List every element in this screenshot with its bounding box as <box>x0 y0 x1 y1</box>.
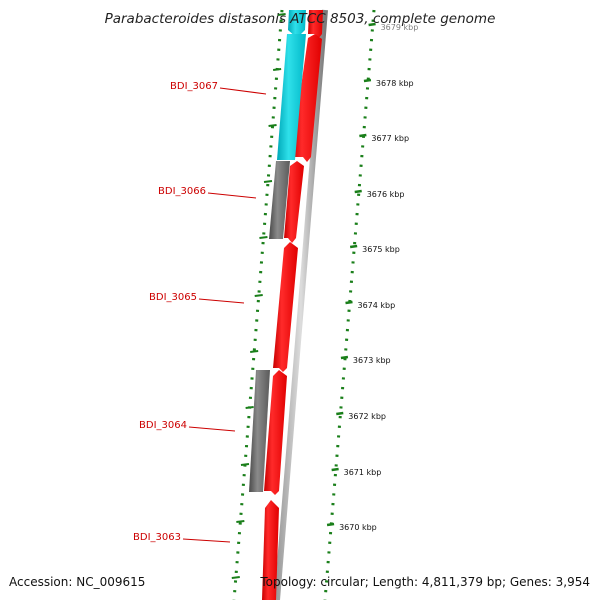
gene-labels: BDI_3067 BDI_3066 BDI_3065 BDI_3064 BDI_3063 <box>133 81 267 543</box>
gene-label: BDI_3067 <box>170 81 218 92</box>
inner-dotted-ring <box>232 9 284 600</box>
kbp-ticks: 3679 kbp 3678 kbp 3677 kbp 3676 kbp 3675 kbp… <box>326 22 419 532</box>
inner-ring-tick <box>259 236 268 239</box>
gene-label: BDI_3066 <box>158 186 206 197</box>
inner-ring-tick <box>236 520 245 523</box>
reverse-strand-genes <box>249 10 306 492</box>
gene-feature-reverse <box>277 34 306 160</box>
genome-title: Parabacteroides distasonis ATCC 8503, co… <box>105 11 496 27</box>
kbp-tick-label: 3676 kbp <box>367 190 405 199</box>
gene-label: BDI_3064 <box>139 420 187 431</box>
genome-summary-text: Topology: circular; Length: 4,811,379 bp… <box>259 575 590 589</box>
gene-feature-reverse <box>249 370 270 492</box>
gene-label-connector <box>198 298 245 304</box>
inner-ring-tick <box>254 294 263 297</box>
gene-feature-forward <box>273 242 298 372</box>
kbp-tick-mark <box>340 355 349 360</box>
gene-label: BDI_3063 <box>133 532 181 543</box>
kbp-tick-mark <box>336 411 344 416</box>
kbp-tick-label: 3671 kbp <box>344 468 382 477</box>
accession-text: Accession: NC_009615 <box>9 575 145 589</box>
gene-feature-reverse <box>269 161 290 239</box>
gene-label-connector <box>188 426 236 432</box>
kbp-tick-mark <box>359 133 367 138</box>
kbp-tick-mark <box>331 467 339 472</box>
inner-ring-tick <box>268 124 277 127</box>
kbp-tick-mark <box>345 300 353 305</box>
inner-ring-tick <box>250 350 259 353</box>
inner-ring-ticks <box>231 13 286 579</box>
inner-ring-tick <box>231 576 240 579</box>
gene-feature-forward <box>262 500 279 600</box>
kbp-tick-label: 3670 kbp <box>339 523 377 532</box>
inner-ring-tick <box>240 463 250 466</box>
kbp-tick-label: 3678 kbp <box>376 79 414 88</box>
kbp-tick-label: 3674 kbp <box>358 301 396 310</box>
genome-backbone <box>274 9 328 600</box>
inner-ring-tick <box>272 68 282 71</box>
kbp-tick-label: 3677 kbp <box>371 134 409 143</box>
gene-label: BDI_3065 <box>149 292 197 303</box>
gene-feature-reverse <box>288 10 306 38</box>
kbp-tick-mark <box>368 22 376 27</box>
kbp-tick-label: 3679 kbp <box>381 23 419 32</box>
inner-ring-tick <box>263 180 273 183</box>
forward-strand-genes <box>262 10 323 600</box>
kbp-tick-mark <box>354 189 362 194</box>
kbp-tick-mark <box>363 78 372 83</box>
inner-ring-tick <box>277 13 286 16</box>
gene-feature-forward <box>308 10 323 38</box>
kbp-tick-label: 3673 kbp <box>353 356 391 365</box>
kbp-tick-label: 3675 kbp <box>362 245 400 254</box>
gene-label-connector <box>207 192 257 199</box>
kbp-tick-mark <box>326 522 335 527</box>
kbp-tick-label: 3672 kbp <box>348 412 386 421</box>
gene-feature-forward <box>291 34 322 162</box>
gene-feature-forward <box>264 370 287 495</box>
kbp-tick-mark <box>349 244 358 249</box>
gene-feature-forward <box>284 161 304 243</box>
inner-ring-tick <box>245 406 254 409</box>
outer-dotted-ring <box>323 9 376 600</box>
gene-label-connector <box>219 87 267 95</box>
gene-label-connector <box>182 538 231 543</box>
